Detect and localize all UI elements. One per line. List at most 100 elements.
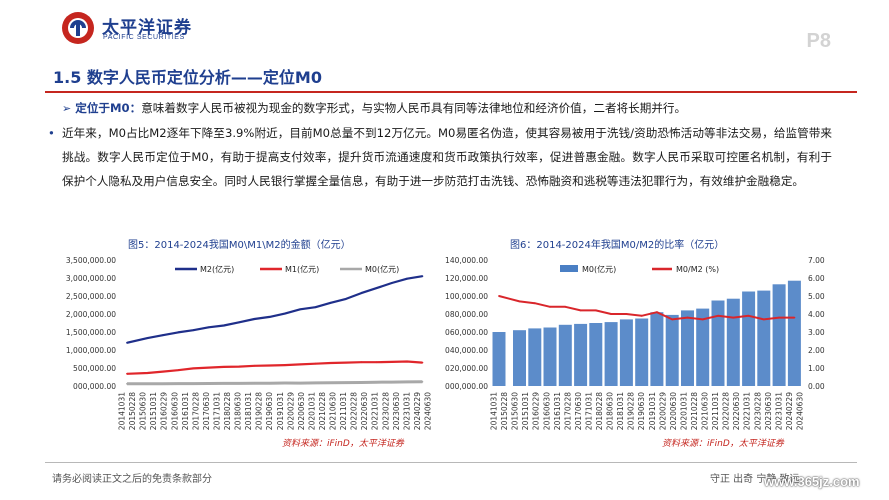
y-axis-tick-label: 2,500,000.00 [66, 292, 116, 301]
chart-6-canvas: 000,000.00 020,000.00 040,000.00 060,000.00… [445, 256, 825, 430]
company-logo: 太平洋证券 PACIFIC SECURITIES [60, 10, 240, 50]
x-axis-tick-label: 20190228 [627, 392, 636, 430]
data-point [375, 361, 378, 364]
data-point [253, 318, 256, 320]
m0-bar [543, 327, 557, 386]
x-axis-tick-label: 20230228 [381, 392, 390, 430]
m0-bar [513, 330, 526, 386]
dot-bullet-icon: • [48, 126, 55, 140]
x-axis-tick-label: 20190228 [255, 392, 264, 430]
x-axis-tick-label: 20230630 [392, 392, 401, 430]
y-left-tick-label: 020,000.00 [445, 364, 488, 373]
m0-bar [787, 280, 801, 386]
data-point [222, 382, 225, 385]
data-point [793, 316, 796, 319]
data-point [345, 381, 347, 384]
data-point [299, 382, 302, 384]
data-point [299, 363, 302, 366]
data-point [390, 282, 393, 284]
data-point [406, 360, 408, 363]
data-point [253, 364, 256, 367]
footer-disclaimer[interactable]: 请务必阅读正文之后的免责条款部分 [52, 474, 212, 485]
m0-bar [492, 332, 506, 386]
x-axis-tick-label: 20141031 [490, 392, 499, 430]
x-axis-tick-label: 20151031 [149, 392, 158, 430]
data-point [421, 361, 424, 364]
y-left-tick-label: 100,000.00 [445, 292, 488, 301]
data-point [360, 292, 363, 294]
data-point [656, 311, 658, 314]
paragraph-text: 近年来，M0占比M2逐年下降至3.9%附近，目前M0总量不到12万亿元。M0易匿… [62, 126, 832, 188]
data-point [686, 316, 689, 319]
data-point [345, 361, 347, 364]
legend-label: M2(亿元) [200, 264, 234, 274]
data-point [268, 364, 271, 367]
logo-chinese-name: 太平洋证券 [102, 18, 192, 38]
paragraph-positioning: ➢ 定位于M0：意味着数字人民币被视为现金的数字形式，与实物人民币具有同等法律地位… [62, 96, 852, 121]
data-point [579, 309, 582, 312]
chart-5-canvas: 000,000.00 500,000.00 1,000,000.00 1,500,00… [66, 256, 433, 430]
chart-5-source: 资料来源：iFinD，太平洋证券 [282, 439, 404, 449]
page-number: P8 [806, 30, 831, 52]
data-point [146, 372, 149, 374]
arrow-bullet-icon: ➢ [62, 102, 72, 115]
y-axis-tick-label: 2,000,000.00 [66, 310, 116, 319]
data-point [549, 305, 551, 308]
x-axis-tick-label: 20160630 [542, 392, 551, 430]
y-axis-tick-label: 3,500,000.00 [66, 256, 116, 265]
x-axis-tick-label: 20200630 [297, 392, 306, 430]
data-point [238, 382, 241, 385]
y-axis-tick-label: 000,000.00 [73, 382, 116, 391]
data-point [177, 369, 179, 372]
data-point [390, 361, 393, 363]
data-point [747, 314, 750, 317]
x-axis-tick-label: 20210630 [329, 392, 338, 430]
series-line-m2 [126, 275, 423, 344]
data-point [238, 365, 241, 368]
x-axis-tick-label: 20240229 [413, 392, 422, 430]
data-point [717, 314, 719, 317]
data-point [375, 381, 378, 384]
footer-divider [45, 462, 857, 463]
data-point [421, 380, 424, 383]
data-point [207, 326, 210, 329]
data-point [375, 287, 378, 289]
m0-bar [696, 308, 710, 386]
data-point [314, 306, 317, 309]
legend-label: M0/M2 (%) [676, 265, 719, 274]
x-axis-tick-label: 20180630 [234, 392, 243, 430]
data-point [284, 364, 286, 366]
y-right-tick-label: 6.00 [808, 274, 825, 283]
data-point [610, 313, 612, 315]
y-axis-tick-label: 1,500,000.00 [66, 328, 116, 337]
x-axis-tick-label: 20160229 [532, 392, 541, 430]
data-point [268, 382, 271, 385]
chart-6-source: 资料来源：iFinD，太平洋证券 [662, 439, 784, 449]
y-left-tick-label: 040,000.00 [445, 346, 488, 355]
m0-bar [558, 324, 572, 386]
m0-bar [604, 322, 618, 386]
data-point [778, 316, 780, 319]
x-axis-tick-label: 20161031 [553, 392, 562, 430]
x-axis-tick-label: 20221031 [371, 392, 380, 430]
data-point [625, 313, 628, 315]
data-point [284, 382, 286, 384]
pacific-securities-logo-icon [62, 12, 94, 44]
x-axis-tick-label: 20191031 [648, 392, 657, 430]
x-axis-tick-label: 20220228 [722, 392, 731, 430]
y-right-tick-label: 3.00 [808, 328, 825, 337]
x-axis-tick-label: 20201031 [679, 392, 688, 430]
data-point [126, 372, 128, 375]
data-point [253, 382, 256, 385]
y-right-tick-label: 2.00 [808, 346, 825, 355]
x-axis-tick-label: 20191031 [276, 392, 285, 430]
data-point [533, 302, 536, 305]
data-point [268, 316, 271, 318]
data-point [192, 329, 195, 332]
data-point [390, 381, 393, 383]
x-axis-tick-label: 20180630 [606, 392, 615, 430]
x-axis-tick-label: 20200229 [658, 392, 667, 430]
data-point [126, 341, 128, 344]
x-axis-tick-label: 20210228 [318, 392, 327, 430]
m0-bar [742, 291, 756, 386]
